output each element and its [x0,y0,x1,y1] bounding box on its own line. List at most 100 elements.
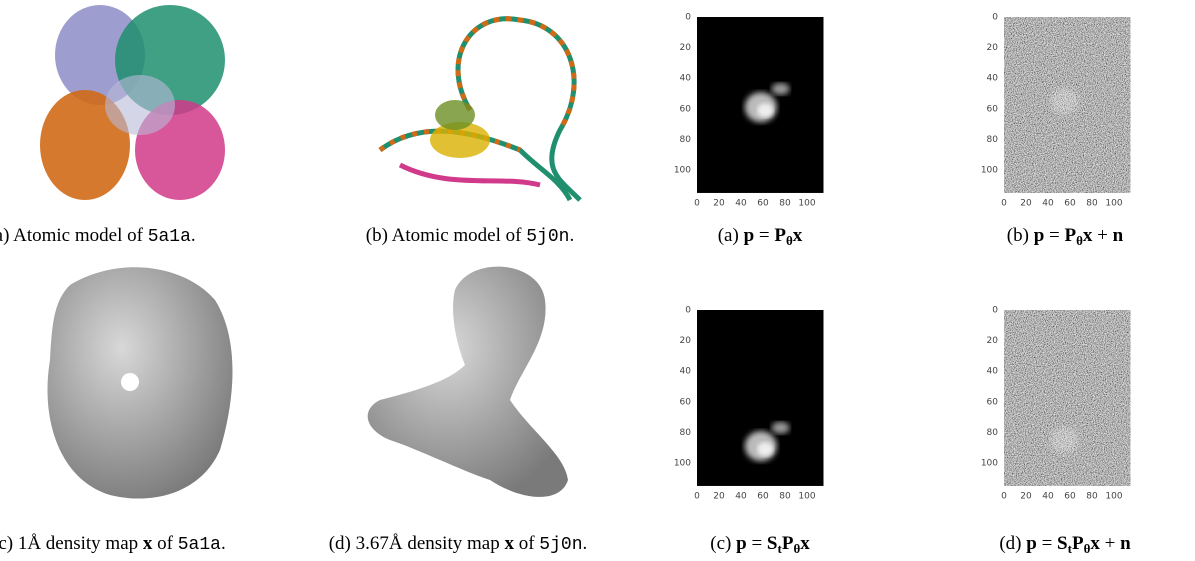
caption-part: x [1082,225,1093,246]
caption-part: = [1044,225,1065,246]
y-tick-label: 0 [685,306,691,316]
x-tick-label: 40 [1042,491,1054,501]
x-tick-label: 60 [757,491,769,501]
caption-part: P [1071,533,1084,554]
particle-core [757,442,774,457]
caption-part: p [1026,533,1037,554]
x-tick-label: 100 [798,491,815,501]
caption-part: + [1092,225,1113,246]
y-tick-label: 80 [680,135,692,145]
x-tick-label: 0 [1001,491,1007,501]
atomic-model-5j0n [378,16,582,202]
y-tick-label: 20 [680,336,692,346]
y-tick-label: 60 [987,104,999,114]
x-tick-label: 60 [1064,198,1076,208]
caption-part: n [1112,225,1124,246]
y-tick-label: 60 [680,104,692,114]
caption-part: 5a1a [177,535,221,555]
density-map-5j0n [367,266,568,497]
x-tick-label: 0 [694,198,700,208]
caption-part: of [152,533,178,554]
particle [1050,427,1079,454]
caption-part: 5a1a [147,227,191,247]
x-tick-label: 100 [1105,491,1122,501]
caption-part: P [1064,225,1077,246]
caption-part: x [800,533,810,554]
caption: (d) 3.67Å density map x of 5j0n. [329,533,588,555]
y-tick-label: 20 [680,43,692,53]
x-tick-label: 20 [1020,491,1032,501]
caption-part: t [1067,541,1072,556]
caption-part: θ [1083,541,1091,556]
x-tick-label: 80 [1086,491,1098,501]
caption-part: (b) [1006,225,1034,246]
caption: c) 1Å density map x of 5a1a. [0,533,226,555]
caption-part: (d) 3.67Å density map [328,533,505,554]
caption: (c) p = StPθx [710,533,809,557]
density-map-5a1a [47,267,233,499]
caption-part: . [582,533,588,554]
caption-part: (a) [717,225,744,246]
caption-part: = [754,225,775,246]
x-tick-label: 40 [735,491,747,501]
caption-part: 5j0n [526,227,570,247]
particle [771,82,790,95]
caption-part: n [1120,533,1131,554]
caption-part: (d) [999,533,1027,554]
caption: (b) Atomic model of 5j0n. [366,225,574,247]
x-tick-label: 20 [713,491,725,501]
y-tick-label: 100 [674,459,691,469]
projection-panel: 0 20 40 60 80 100 0 20 40 60 80 100 [674,306,824,501]
x-tick-label: 40 [735,198,747,208]
x-tick-label: 20 [713,198,725,208]
y-tick-label: 60 [680,397,692,407]
caption-part: . [190,225,196,246]
atomic-model-5a1a [40,5,225,200]
y-tick-label: 40 [987,74,999,84]
caption-part: (b) Atomic model of [365,225,527,246]
projection-panel: 0 20 40 60 80 100 0 20 40 60 80 100 [981,13,1131,208]
y-tick-label: 60 [987,397,999,407]
x-tick-label: 60 [757,198,769,208]
x-tick-label: 20 [1020,198,1032,208]
caption-part: . [569,225,575,246]
caption-part: θ [785,233,793,248]
caption-part: P [774,225,786,246]
y-tick-label: 80 [987,428,999,438]
caption: (b) p = Pθx + n [1007,225,1123,249]
caption-part: θ [793,541,801,556]
y-tick-label: 80 [680,428,692,438]
y-tick-label: 100 [674,166,691,176]
y-tick-label: 80 [987,135,999,145]
y-tick-label: 0 [992,306,998,316]
caption-part: 5j0n [539,535,583,555]
caption: (a) Atomic model of 5a1a. [0,225,196,247]
y-tick-label: 100 [981,459,998,469]
caption-part: = [1036,533,1058,554]
y-tick-label: 40 [680,367,692,377]
caption-part: S [1057,533,1068,554]
caption-part: x [1090,533,1100,554]
y-tick-label: 0 [685,13,691,23]
y-tick-label: 0 [992,13,998,23]
caption-part: of [513,533,540,554]
y-tick-label: 20 [987,336,999,346]
x-tick-label: 80 [779,491,791,501]
projection-panel: 0 20 40 60 80 100 0 20 40 60 80 100 [981,306,1131,501]
caption-part: c) 1Å density map [0,533,143,554]
x-tick-label: 60 [1064,491,1076,501]
caption-part: t [777,541,782,556]
particle [1050,88,1079,115]
noise-image [1004,310,1131,486]
y-tick-label: 100 [981,166,998,176]
x-tick-label: 100 [798,198,815,208]
caption-part: p [736,533,747,554]
x-tick-label: 40 [1042,198,1054,208]
caption-part: S [766,533,778,554]
caption-part: θ [1076,233,1083,248]
caption-part: + [1099,533,1121,554]
caption-part: p [743,225,755,246]
caption-part: P [781,533,794,554]
